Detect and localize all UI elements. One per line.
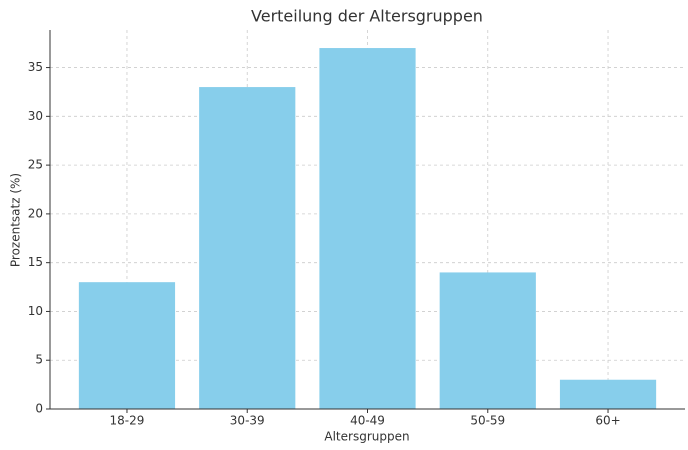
chart-title: Verteilung der Altersgruppen xyxy=(251,7,483,26)
bar xyxy=(78,282,176,409)
x-tick-label: 18-29 xyxy=(110,414,145,428)
x-tick-label: 60+ xyxy=(595,414,620,428)
y-axis-label: Prozentsatz (%) xyxy=(9,173,23,267)
y-tick-label: 0 xyxy=(35,402,43,416)
bar xyxy=(439,272,536,409)
bar xyxy=(559,379,657,409)
y-tick-label: 5 xyxy=(35,353,43,367)
y-tick-label: 35 xyxy=(28,60,43,74)
bar xyxy=(319,48,416,410)
x-tick-label: 40-49 xyxy=(350,414,385,428)
y-tick-label: 15 xyxy=(28,255,43,269)
x-tick-label: 30-39 xyxy=(230,414,265,428)
x-axis-label: Altersgruppen xyxy=(324,430,409,444)
bar xyxy=(199,87,296,410)
y-tick-label: 25 xyxy=(28,158,43,172)
y-tick-label: 10 xyxy=(28,304,43,318)
x-tick-label: 50-59 xyxy=(470,414,505,428)
y-tick-label: 20 xyxy=(28,206,43,220)
y-tick-label: 30 xyxy=(28,109,43,123)
